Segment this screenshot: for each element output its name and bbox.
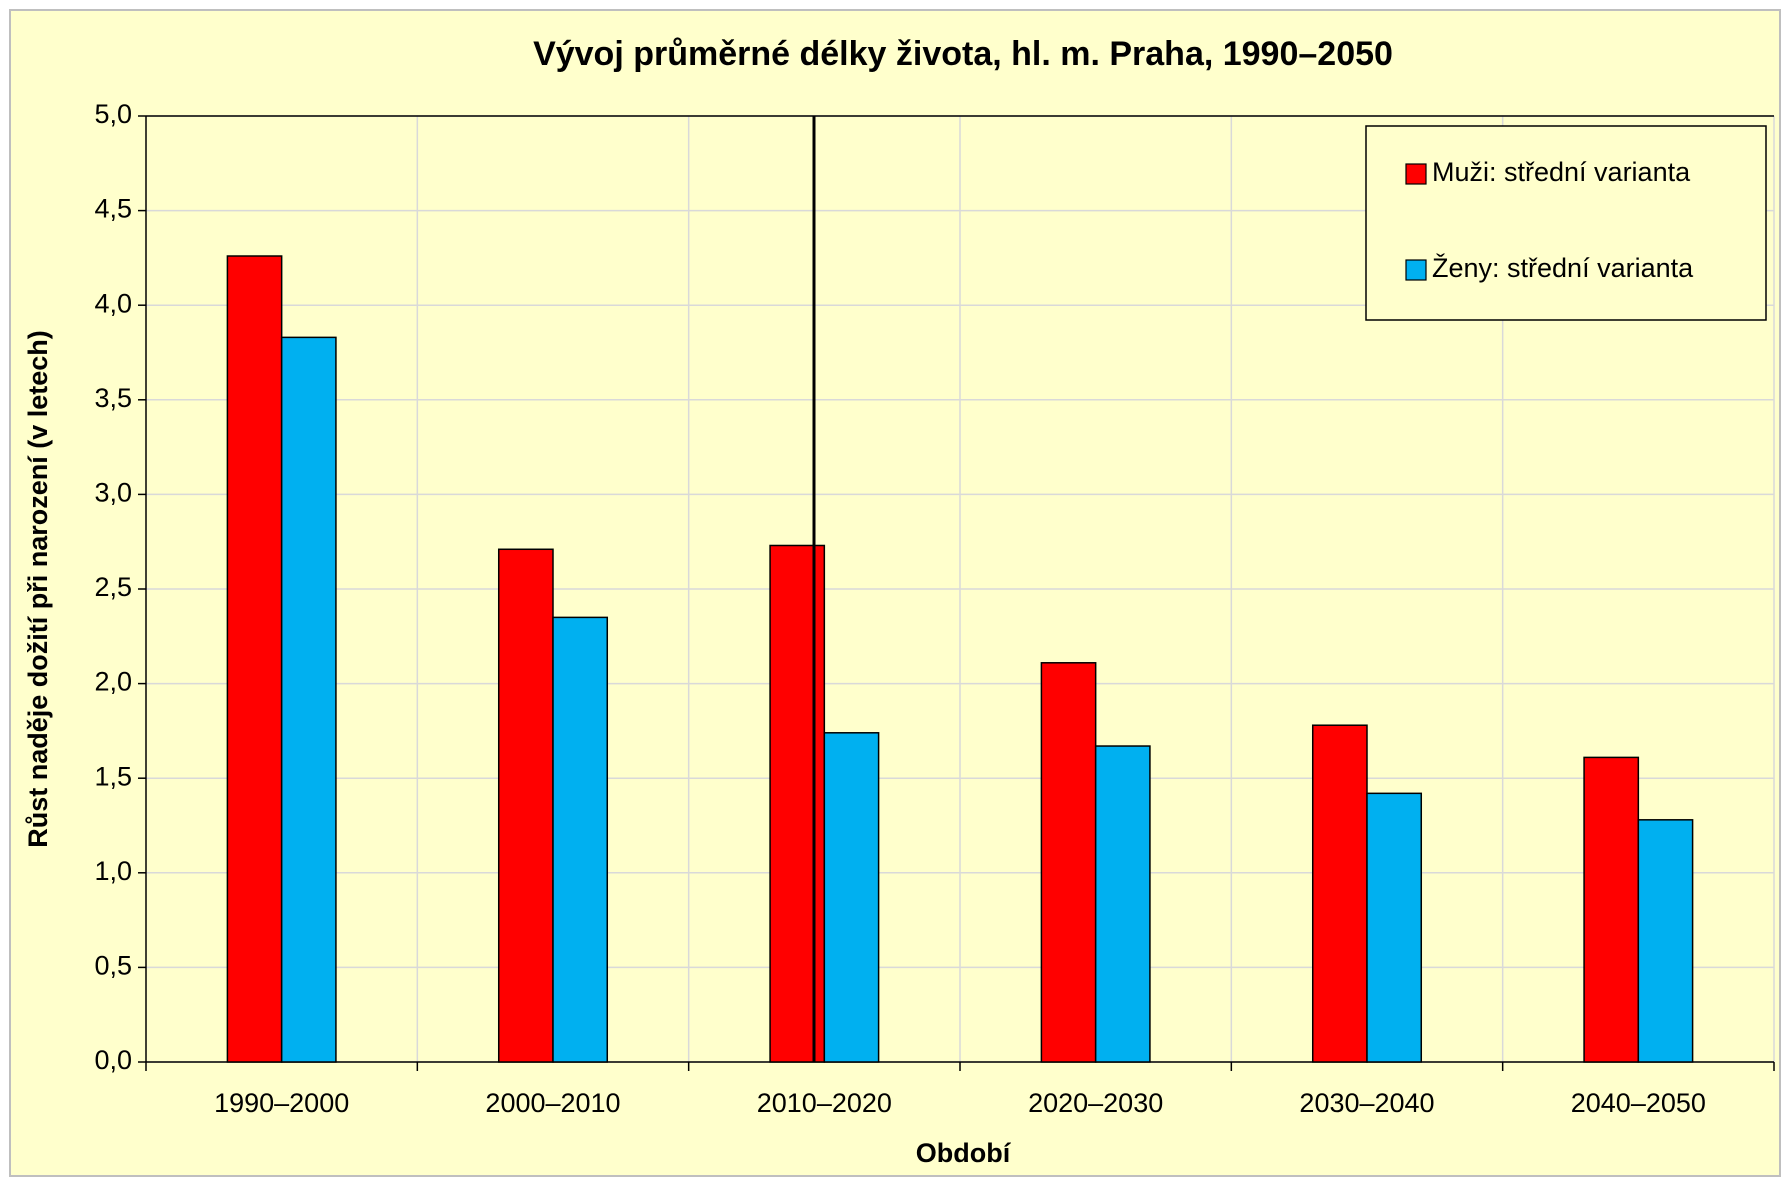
x-tick-label: 2020–2030 <box>1028 1088 1163 1118</box>
x-axis-label: Období <box>916 1138 1012 1168</box>
y-tick-label: 2,0 <box>94 667 132 697</box>
x-tick-label: 2010–2020 <box>757 1088 892 1118</box>
y-tick-label: 1,0 <box>94 856 132 886</box>
bar <box>1040 662 1097 1063</box>
x-tick-label: 2000–2010 <box>485 1088 620 1118</box>
legend-label: Ženy: střední varianta <box>1432 252 1694 283</box>
y-tick-label: 2,5 <box>94 572 132 602</box>
legend: Muži: střední varianta Ženy: střední vari… <box>1365 125 1767 321</box>
legend-box <box>1365 125 1767 321</box>
plot-area: 0,0 0,5 1,0 1,5 2,0 2,5 3,0 3,5 4,0 4,5 5,0 1990–20… <box>94 99 1775 1118</box>
chart-title: Vývoj průměrné délky života, hl. m. Prah… <box>533 35 1393 73</box>
y-tick-label: 0,5 <box>94 951 132 981</box>
bar <box>823 732 880 1063</box>
y-tick-label: 0,0 <box>94 1045 132 1075</box>
x-tick-label: 1990–2000 <box>214 1088 349 1118</box>
y-tick-label: 5,0 <box>94 99 132 129</box>
bar <box>1637 819 1694 1063</box>
bar <box>226 255 283 1063</box>
y-tick-label: 3,5 <box>94 383 132 413</box>
y-axis-label: Růst naděje dožití při narození (v letec… <box>23 330 53 848</box>
bar <box>280 336 337 1063</box>
x-tick-label: 2030–2040 <box>1299 1088 1434 1118</box>
legend-swatch <box>1405 163 1427 185</box>
bar <box>1583 756 1640 1063</box>
y-tick-label: 3,0 <box>94 478 132 508</box>
x-tick-label: 2040–2050 <box>1571 1088 1706 1118</box>
legend-label: Muži: střední varianta <box>1432 157 1691 187</box>
bar <box>1094 745 1151 1063</box>
bar <box>1311 724 1368 1063</box>
bar <box>769 544 826 1063</box>
bar <box>497 548 554 1063</box>
bar <box>1366 792 1423 1063</box>
bar <box>552 616 609 1063</box>
legend-swatch <box>1405 259 1427 281</box>
y-tick-label: 4,5 <box>94 194 132 224</box>
y-tick-label: 4,0 <box>94 288 132 318</box>
y-tick-label: 1,5 <box>94 761 132 791</box>
